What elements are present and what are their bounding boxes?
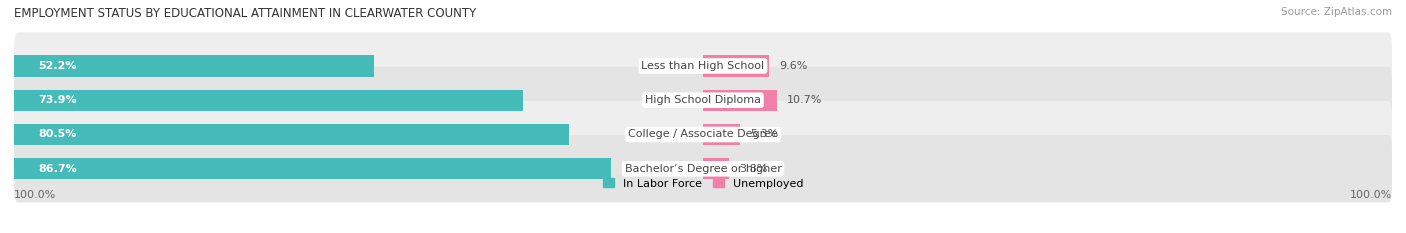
Text: 10.7%: 10.7% (787, 95, 823, 105)
FancyBboxPatch shape (14, 67, 1392, 134)
Bar (703, 90, 776, 111)
Bar (703, 55, 769, 77)
Text: High School Diploma: High School Diploma (645, 95, 761, 105)
Text: 80.5%: 80.5% (38, 130, 76, 140)
Text: Bachelor’s Degree or higher: Bachelor’s Degree or higher (624, 164, 782, 174)
Text: 3.8%: 3.8% (740, 164, 768, 174)
Text: 100.0%: 100.0% (1350, 190, 1392, 200)
Text: 73.9%: 73.9% (38, 95, 77, 105)
Text: College / Associate Degree: College / Associate Degree (628, 130, 778, 140)
FancyBboxPatch shape (14, 135, 1392, 202)
Bar (14, 124, 568, 145)
Text: 86.7%: 86.7% (38, 164, 77, 174)
Text: 52.2%: 52.2% (38, 61, 77, 71)
Bar (14, 55, 374, 77)
Text: 5.3%: 5.3% (749, 130, 778, 140)
Legend: In Labor Force, Unemployed: In Labor Force, Unemployed (598, 174, 808, 193)
Text: EMPLOYMENT STATUS BY EDUCATIONAL ATTAINMENT IN CLEARWATER COUNTY: EMPLOYMENT STATUS BY EDUCATIONAL ATTAINM… (14, 7, 477, 20)
Text: Source: ZipAtlas.com: Source: ZipAtlas.com (1281, 7, 1392, 17)
Bar (703, 124, 740, 145)
FancyBboxPatch shape (14, 32, 1392, 99)
Text: 100.0%: 100.0% (14, 190, 56, 200)
Bar (703, 158, 730, 179)
Bar (14, 158, 612, 179)
Text: Less than High School: Less than High School (641, 61, 765, 71)
FancyBboxPatch shape (14, 101, 1392, 168)
Bar (14, 90, 523, 111)
Text: 9.6%: 9.6% (779, 61, 808, 71)
